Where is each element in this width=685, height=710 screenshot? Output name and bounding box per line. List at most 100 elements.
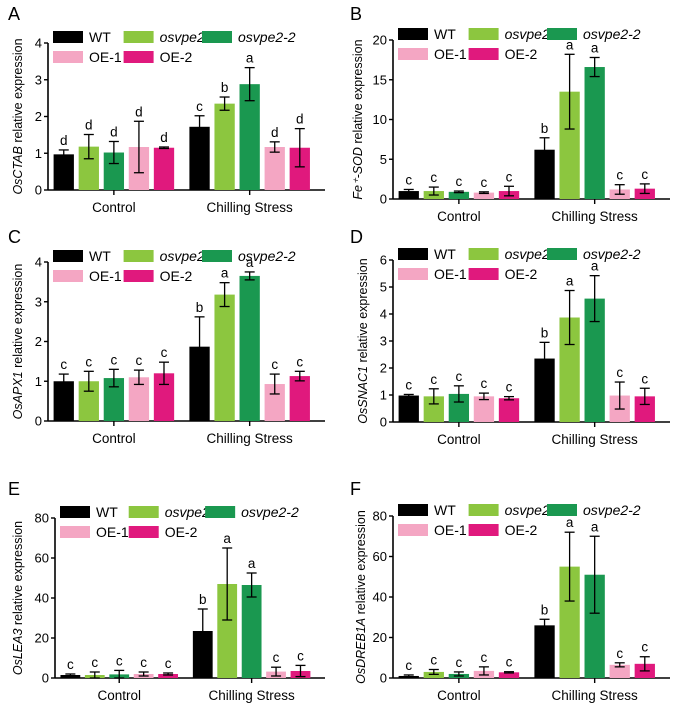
panel-letter: F	[350, 479, 361, 499]
significance-label: d	[271, 125, 279, 140]
y-axis-label: OsAPX1 relative expression	[11, 264, 25, 420]
legend-label: WT	[96, 504, 118, 520]
legend-item-osvpe2-2: osvpe2-2	[547, 246, 641, 262]
significance-label: c	[405, 658, 412, 673]
legend-label: OE-2	[505, 46, 538, 62]
significance-label: a	[223, 531, 231, 546]
bar-osvpe2-2-chilling	[584, 67, 605, 199]
legend-swatch	[123, 31, 154, 43]
legend-swatch	[202, 250, 232, 262]
legend-item-oe-1: OE-1	[53, 49, 122, 65]
legend-label: OE-1	[434, 266, 467, 282]
significance-label: c	[296, 354, 303, 369]
legend-swatch	[60, 506, 90, 518]
significance-label: c	[641, 371, 648, 386]
x-tick-label: Control	[437, 209, 481, 224]
y-axis-label-rest: relative expression	[11, 521, 25, 629]
legend-item-wt: WT	[60, 504, 118, 520]
significance-label: b	[196, 300, 204, 315]
bar-wt-chilling	[534, 358, 555, 422]
y-tick-label: 0	[380, 192, 387, 207]
y-tick-label: 6	[380, 253, 387, 268]
x-tick-label: Control	[97, 688, 141, 703]
significance-label: c	[481, 175, 488, 190]
legend-item-oe-1: OE-1	[53, 268, 122, 284]
legend-label: osvpe2-2	[238, 29, 296, 45]
y-axis-label-rest: relative expression	[11, 38, 25, 146]
panel-letter: E	[8, 479, 20, 499]
bar-oe-2-control	[153, 147, 175, 190]
legend-swatch	[53, 270, 83, 282]
legend-label: OE-2	[165, 524, 198, 540]
legend-swatch	[123, 270, 154, 282]
significance-label: a	[591, 40, 599, 55]
y-tick-label: 1	[380, 388, 387, 403]
bar-osvpe2-2-chilling	[584, 574, 605, 678]
y-tick-label: 2	[380, 361, 387, 376]
significance-label: c	[481, 376, 488, 391]
legend-swatch	[128, 526, 159, 538]
significance-label: a	[566, 37, 574, 52]
significance-label: c	[405, 377, 412, 392]
bar-osvpe2-1-control	[423, 396, 444, 422]
significance-label: d	[135, 104, 143, 119]
significance-label: a	[566, 515, 574, 530]
y-axis-label: OsSNAC1 relative expression	[356, 258, 370, 423]
y-tick-label: 60	[373, 549, 387, 564]
legend-item-oe-2: OE-2	[123, 268, 192, 284]
bar-osvpe2-1-chilling	[559, 317, 580, 422]
y-tick-label: 80	[373, 509, 387, 524]
significance-label: d	[296, 112, 304, 127]
significance-label: d	[60, 133, 68, 148]
significance-label: c	[481, 650, 488, 665]
legend-label: osvpe2-2	[583, 246, 641, 262]
legend-label: WT	[89, 248, 111, 264]
y-axis-label-rest: relative expression	[356, 258, 370, 366]
x-tick-label: Control	[92, 431, 136, 446]
x-tick-label: Chilling Stress	[552, 209, 639, 224]
bar-osvpe2-2-chilling	[239, 275, 260, 421]
significance-label: b	[221, 80, 229, 95]
legend-swatch	[123, 250, 154, 262]
significance-label: c	[641, 167, 648, 182]
legend-item-osvpe2-2: osvpe2-2	[202, 29, 296, 45]
legend-label: osvpe2-2	[238, 248, 296, 264]
significance-label: a	[591, 259, 599, 274]
panel-b: B 0 5 10 15 20 Fe⁺-SOD relative expression Cont…	[350, 4, 670, 224]
legend-label: WT	[89, 29, 111, 45]
legend-label: OE-2	[505, 266, 538, 282]
panel-c: C 0 1 2 3 4 OsAPX1 relative expression Control c…	[8, 227, 325, 446]
significance-label: c	[273, 650, 280, 665]
significance-label: c	[641, 640, 648, 655]
panel-a: A 0 1 2 3 4 OsCTAB relative expression Control d…	[8, 4, 325, 215]
y-axis-label: Fe⁺-SOD relative expression	[351, 39, 365, 199]
significance-label: c	[506, 380, 513, 395]
y-tick-label: 15	[373, 72, 387, 87]
legend-item-oe-1: OE-1	[60, 524, 129, 540]
significance-label: c	[67, 657, 74, 672]
bar-oe-1-control	[473, 396, 495, 422]
bar-osvpe2-2-chilling	[584, 298, 605, 422]
legend-label: WT	[434, 246, 456, 262]
x-tick-label: Control	[92, 200, 136, 215]
y-tick-label: 20	[373, 630, 387, 645]
significance-label: c	[616, 646, 623, 661]
legend-swatch	[205, 506, 236, 518]
legend-label: WT	[434, 26, 456, 42]
significance-label: a	[221, 266, 229, 281]
significance-label: a	[246, 51, 254, 66]
panel-letter: B	[350, 4, 362, 24]
y-axis-label: OsCTAB relative expression	[11, 38, 25, 194]
significance-label: a	[566, 274, 574, 289]
y-tick-label: 0	[35, 414, 42, 429]
y-tick-label: 80	[35, 511, 49, 526]
bar-wt-control	[53, 154, 74, 190]
significance-label: c	[455, 655, 462, 670]
legend-swatch	[468, 248, 499, 260]
bar-oe-2-control	[498, 398, 520, 422]
significance-label: c	[430, 170, 437, 185]
significance-label: c	[91, 655, 98, 670]
bar-osvpe2-1-chilling	[217, 584, 238, 678]
